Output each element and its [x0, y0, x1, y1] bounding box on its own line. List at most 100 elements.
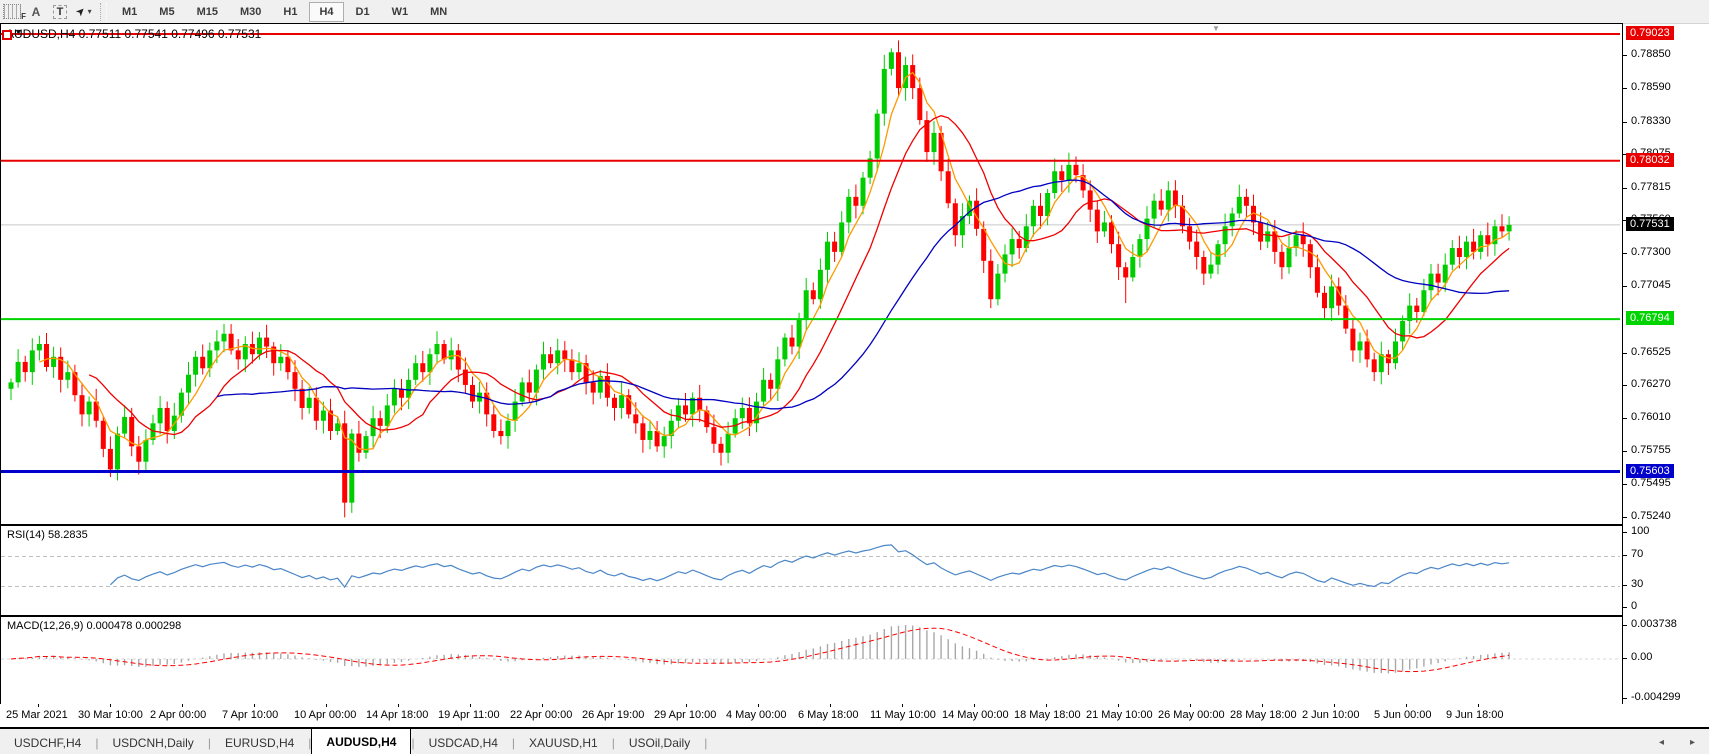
- macd-tick-label: 0.00: [1631, 651, 1653, 663]
- tab-separator: |: [308, 735, 312, 750]
- time-tick: [1118, 704, 1119, 707]
- time-label: 25 Mar 2021: [6, 709, 68, 721]
- price-chart-pane[interactable]: [0, 23, 1623, 525]
- trendline-handle[interactable]: [2, 30, 12, 40]
- price-tick-label: 0.77300: [1631, 246, 1671, 259]
- indicators-grid-icon[interactable]: F: [1, 3, 26, 21]
- axis-tick: [1622, 154, 1627, 156]
- time-label: 4 May 00:00: [726, 709, 787, 721]
- macd-tick-label: 0.003738: [1631, 618, 1677, 630]
- time-tick: [470, 704, 471, 707]
- time-label: 2 Jun 10:00: [1302, 709, 1360, 721]
- macd-pane[interactable]: [0, 616, 1623, 706]
- time-label: 28 May 18:00: [1230, 709, 1297, 721]
- axis-tick: [1622, 658, 1627, 659]
- axis-tick: [1622, 532, 1627, 533]
- time-label: 18 May 18:00: [1014, 709, 1081, 721]
- price-tick-label: 0.76270: [1631, 378, 1671, 391]
- timeframe-button-m1[interactable]: M1: [122, 5, 138, 18]
- time-label: 2 Apr 00:00: [150, 709, 207, 721]
- macd-tick-label: -0.004299: [1631, 691, 1681, 703]
- axis-tick: [1622, 352, 1627, 354]
- time-label: 26 Apr 19:00: [582, 709, 645, 721]
- chart-title: AUDUSD,H4 0.77511 0.77541 0.77496 0.7753…: [6, 27, 262, 41]
- time-axis: 25 Mar 2021 30 Mar 10:00 2 Apr 00:00 7 Apr …: [0, 704, 1709, 727]
- timeframe-button-m15[interactable]: M15: [196, 5, 218, 18]
- rsi-svg: [1, 544, 1620, 589]
- time-tick: [1406, 704, 1407, 707]
- time-label: 19 Apr 11:00: [438, 709, 500, 721]
- axis-tick: [1622, 418, 1627, 420]
- time-label: 11 May 10:00: [870, 709, 936, 721]
- axis-tick: [1622, 286, 1627, 288]
- timeframe-button-mn[interactable]: MN: [430, 5, 448, 18]
- chart-tab-xauusd[interactable]: XAUUSD,H1: [529, 735, 598, 750]
- level-badge-0.79023: 0.79023: [1626, 25, 1674, 40]
- time-tick: [686, 704, 687, 707]
- time-label: 22 Apr 00:00: [510, 709, 573, 721]
- timeframe-button-d1[interactable]: D1: [355, 5, 370, 18]
- level-badge-0.78032: 0.78032: [1626, 152, 1674, 167]
- arrow-objects-icon[interactable]: ➤ ▾: [73, 4, 92, 20]
- macd-label: MACD(12,26,9) 0.000478 0.000298: [7, 620, 182, 632]
- price-tick-label: 0.78590: [1631, 81, 1671, 94]
- level-badge-0.75603: 0.75603: [1626, 463, 1674, 478]
- timeframe-button-w1[interactable]: W1: [391, 5, 409, 18]
- timeframe-button-h1[interactable]: H1: [283, 5, 298, 18]
- time-tick: [830, 704, 831, 707]
- rsi-tick-label: 100: [1631, 525, 1650, 537]
- price-tick-label: 0.76010: [1631, 411, 1671, 424]
- toolbar-separator: [100, 2, 107, 21]
- rsi-pane[interactable]: [0, 525, 1623, 616]
- price-tick-label: 0.77045: [1631, 279, 1671, 292]
- axis-tick: [1622, 451, 1627, 453]
- time-tick: [38, 704, 39, 707]
- chart-tab-eurusd[interactable]: EURUSD,H4: [224, 735, 295, 750]
- chart-tab-usdcad[interactable]: USDCAD,H4: [428, 735, 498, 750]
- chart-shift-marker-icon: ▼: [1212, 24, 1220, 33]
- time-label: 10 Apr 00:00: [294, 709, 357, 721]
- time-tick: [758, 704, 759, 707]
- tab-scroll-left-icon[interactable]: ◂: [1658, 737, 1664, 748]
- time-tick: [110, 704, 111, 707]
- tab-scroll-right-icon[interactable]: ▸: [1689, 737, 1695, 748]
- text-label-icon[interactable]: A: [31, 4, 41, 19]
- axis-tick: [1622, 484, 1627, 486]
- time-tick: [542, 704, 543, 707]
- time-label: 14 Apr 18:00: [366, 709, 429, 721]
- price-tick-label: 0.75240: [1631, 510, 1671, 522]
- trendline-caret-icon: ▼: [14, 27, 23, 37]
- tab-separator: |: [95, 735, 99, 750]
- text-box-icon[interactable]: T: [49, 3, 71, 21]
- time-label: 7 Apr 10:00: [222, 709, 279, 721]
- timeframe-button-m30[interactable]: M30: [239, 5, 262, 18]
- axis-tick: [1622, 220, 1627, 222]
- time-label: 26 May 00:00: [1158, 709, 1225, 721]
- rsi-tick-label: 70: [1631, 547, 1644, 560]
- time-tick: [1478, 704, 1479, 707]
- timeframe-button-h4[interactable]: H4: [309, 1, 344, 22]
- chart-tab-usdcnh[interactable]: USDCNH,Daily: [112, 735, 194, 750]
- axis-tick: [1622, 88, 1627, 90]
- axis-tick: [1622, 607, 1627, 608]
- time-label: 14 May 00:00: [942, 709, 1009, 721]
- price-axis: 0.788500.785900.783300.780750.778150.775…: [1622, 23, 1709, 704]
- timeframe-button-m5[interactable]: M5: [159, 5, 175, 18]
- macd-svg: [1, 625, 1620, 674]
- tab-separator: |: [207, 735, 211, 750]
- time-label: 21 May 10:00: [1086, 709, 1153, 721]
- rsi-label: RSI(14) 58.2835: [7, 529, 88, 541]
- candlestick-svg: [1, 32, 1620, 518]
- time-tick: [1046, 704, 1047, 707]
- chart-tab-usdchf[interactable]: USDCHF,H4: [14, 735, 82, 750]
- chart-tab-usoil[interactable]: USOil,Daily: [628, 735, 691, 750]
- time-tick: [1262, 704, 1263, 707]
- axis-tick: [1622, 121, 1627, 123]
- current-price-badge: 0.77531: [1626, 216, 1674, 231]
- axis-tick: [1622, 187, 1627, 189]
- axis-tick: [1622, 385, 1627, 387]
- axis-tick: [1622, 517, 1627, 518]
- chart-tab-audusd[interactable]: AUDUSD,H4: [311, 727, 412, 754]
- tab-separator: |: [704, 735, 708, 750]
